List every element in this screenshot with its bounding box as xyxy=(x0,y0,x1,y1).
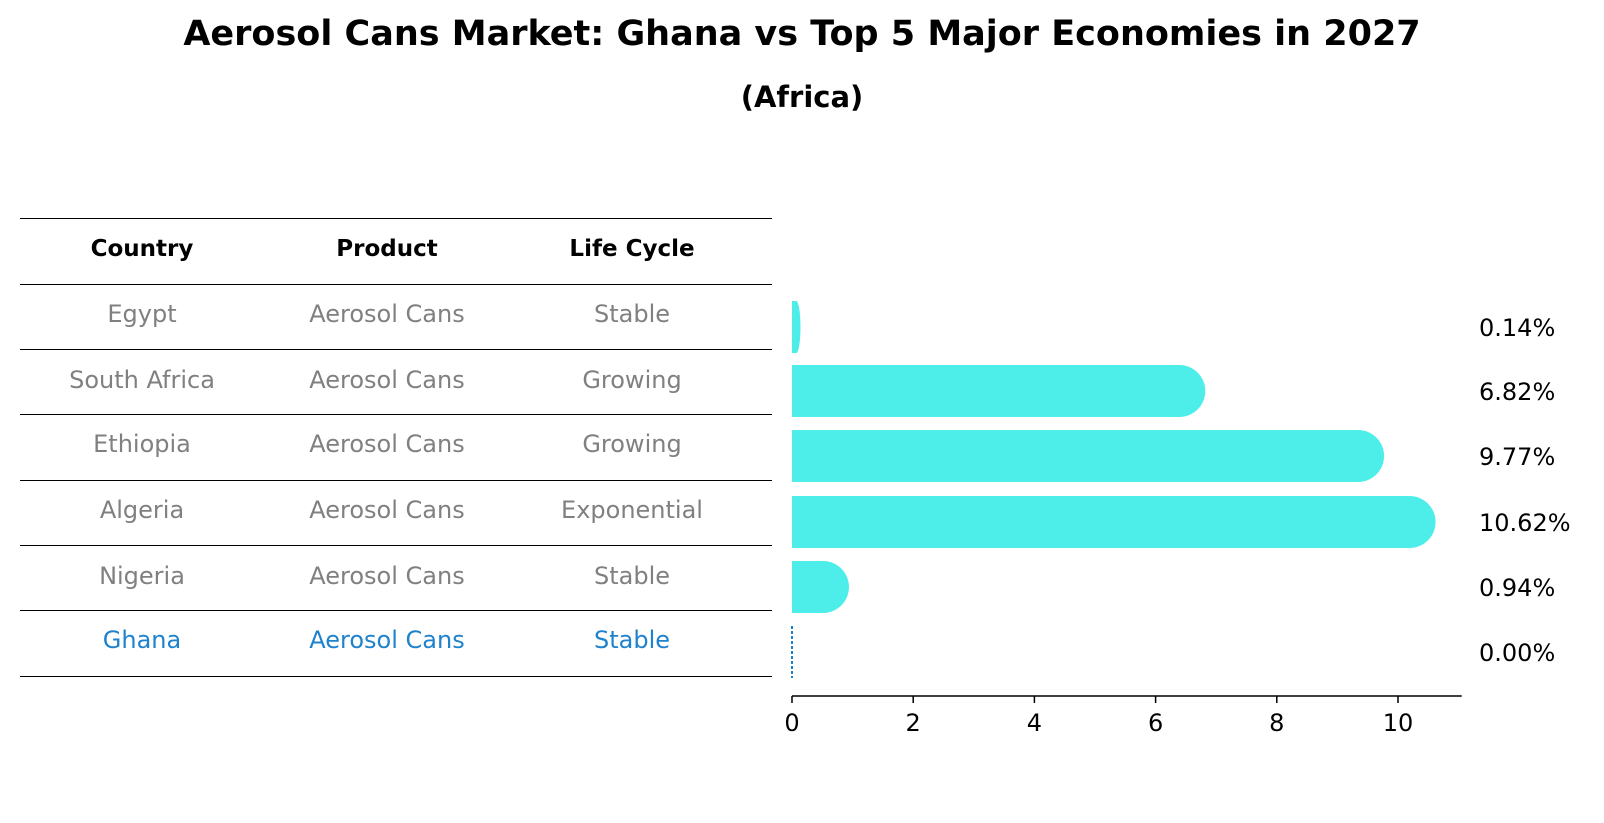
table-rule xyxy=(20,349,772,350)
chart-subtitle: (Africa) xyxy=(740,80,864,114)
value-label: 6.82% xyxy=(1479,378,1555,406)
cell-product: Aerosol Cans xyxy=(309,562,465,590)
cell-product: Aerosol Cans xyxy=(309,430,465,458)
cell-product: Aerosol Cans xyxy=(309,366,465,394)
cell-country-highlight: Ghana xyxy=(102,626,182,654)
header-life-cycle: Life Cycle xyxy=(569,236,695,262)
cell-life-cycle: Growing xyxy=(582,366,682,394)
value-label: 9.77% xyxy=(1479,443,1555,471)
table-rule xyxy=(20,676,772,677)
bar-egypt xyxy=(792,301,801,353)
cell-country: Algeria xyxy=(99,496,185,524)
cell-product: Aerosol Cans xyxy=(309,496,465,524)
chart-title: Aerosol Cans Market: Ghana vs Top 5 Majo… xyxy=(183,14,1421,54)
bar-algeria xyxy=(792,496,1436,548)
cell-life-cycle: Stable xyxy=(593,562,671,590)
x-tick-label: 2 xyxy=(906,709,921,737)
cell-life-cycle: Stable xyxy=(593,300,671,328)
cell-country: Nigeria xyxy=(99,562,185,590)
header-country: Country xyxy=(90,236,194,262)
value-label: 0.94% xyxy=(1479,574,1555,602)
value-label: 0.14% xyxy=(1479,314,1555,342)
x-axis: 0 2 4 6 8 10 xyxy=(784,695,1462,737)
table-rule xyxy=(20,218,772,219)
table-rule xyxy=(20,284,772,285)
value-label: 10.62% xyxy=(1479,509,1571,537)
value-labels-group: 0.14% 6.82% 9.77% 10.62% 0.94% 0.00% xyxy=(1479,314,1571,667)
x-tick-label: 6 xyxy=(1148,709,1163,737)
cell-country: Egypt xyxy=(107,300,177,328)
bar-nigeria xyxy=(792,561,849,613)
x-tick-label: 10 xyxy=(1383,709,1414,737)
x-tick-label: 4 xyxy=(1027,709,1042,737)
table-rule xyxy=(20,610,772,611)
cell-life-cycle-highlight: Stable xyxy=(593,626,671,654)
cell-life-cycle: Exponential xyxy=(561,496,703,524)
table-rule xyxy=(20,480,772,481)
table-rule xyxy=(20,545,772,546)
table-rule xyxy=(20,414,772,415)
cell-country: Ethiopia xyxy=(93,430,191,458)
cell-product: Aerosol Cans xyxy=(309,300,465,328)
x-tick-label: 0 xyxy=(784,709,799,737)
x-tick-label: 8 xyxy=(1269,709,1284,737)
value-label: 0.00% xyxy=(1479,639,1555,667)
cell-life-cycle: Growing xyxy=(582,430,682,458)
header-product: Product xyxy=(336,236,438,262)
bars-group xyxy=(791,301,1436,678)
cell-product-highlight: Aerosol Cans xyxy=(309,626,465,654)
bar-south-africa xyxy=(792,365,1206,417)
bar-ethiopia xyxy=(792,430,1385,482)
cell-country: South Africa xyxy=(69,366,215,394)
